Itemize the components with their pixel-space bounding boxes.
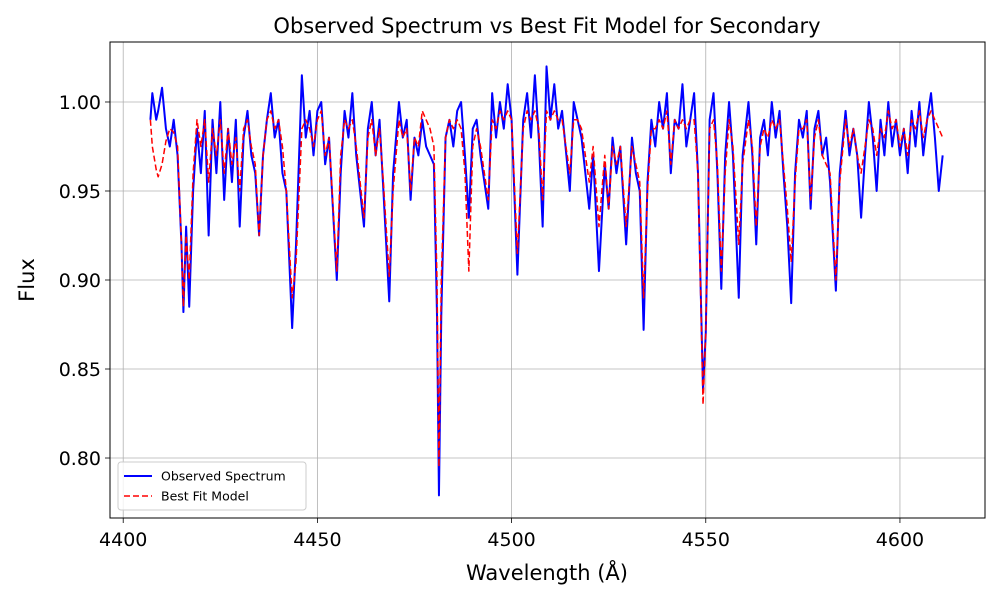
- x-tick-label: 4600: [876, 529, 924, 551]
- x-tick-label: 4500: [487, 529, 535, 551]
- y-tick-label: 1.00: [59, 92, 101, 114]
- legend-label: Observed Spectrum: [161, 469, 286, 484]
- series-line: [149, 110, 944, 468]
- x-tick-label: 4400: [99, 529, 147, 551]
- y-tick-label: 0.90: [59, 270, 101, 292]
- x-tick-label: 4550: [682, 529, 730, 551]
- legend-box: [117, 461, 307, 511]
- y-tick-label: 0.85: [59, 359, 101, 381]
- legend: Observed Spectrum Best Fit Model: [117, 461, 307, 511]
- y-tick-label: 0.95: [59, 181, 101, 203]
- plot-lines: [149, 65, 944, 497]
- y-tick-label: 0.80: [59, 448, 101, 470]
- x-tick-label: 4450: [293, 529, 341, 551]
- y-axis-label: Flux: [15, 258, 39, 302]
- legend-label: Best Fit Model: [161, 489, 249, 504]
- ticks: 4400 4450 4500 4550 4600 0.80 0.85 0.90 0.95 1.00: [59, 92, 924, 551]
- chart-title: Observed Spectrum vs Best Fit Model for …: [273, 14, 820, 38]
- series-line: [149, 65, 944, 497]
- x-axis-label: Wavelength (Å): [466, 559, 628, 585]
